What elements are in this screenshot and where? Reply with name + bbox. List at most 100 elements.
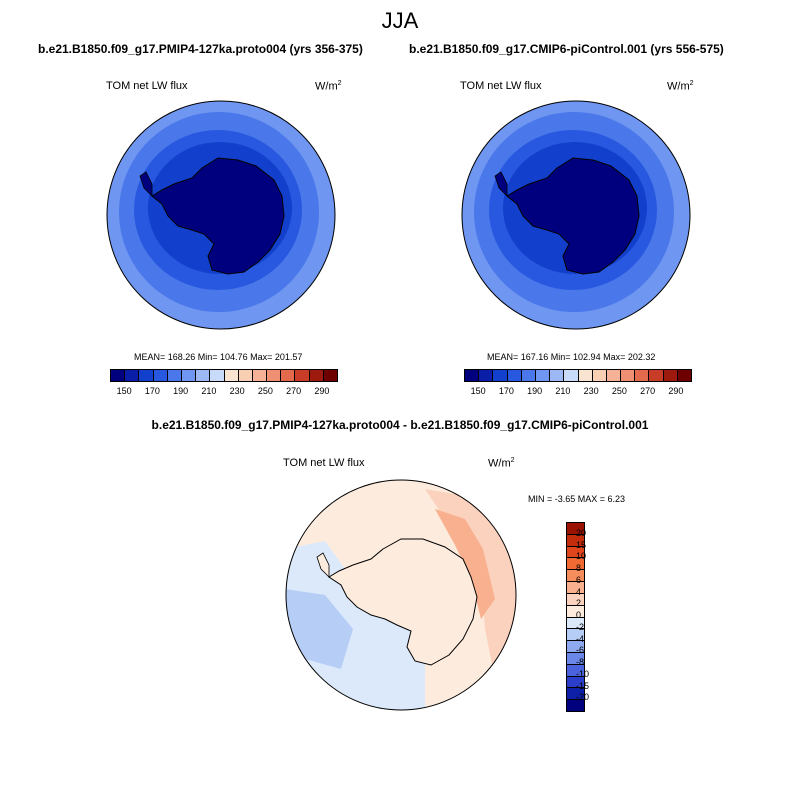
colorbar-tick-label: -8 — [576, 657, 585, 667]
colorbar-segment — [663, 370, 678, 381]
bottom-difference-polar-map — [285, 479, 517, 711]
colorbar-segment — [535, 370, 551, 381]
colorbar-tick-label: 20 — [576, 527, 587, 538]
colorbar-tick-label: 250 — [257, 386, 273, 396]
colorbar-segment — [567, 641, 584, 653]
colorbar-segment — [649, 370, 664, 381]
colorbar-segment — [295, 370, 310, 381]
top-left-colorbar — [110, 369, 338, 382]
colorbar-segment — [567, 523, 584, 535]
top-right-stats: MEAN= 167.16 Min= 102.94 Max= 202.32 — [487, 352, 656, 362]
colorbar-segment — [196, 370, 211, 381]
top-left-variable-label: TOM net LW flux — [106, 80, 188, 92]
colorbar-segment — [592, 370, 607, 381]
colorbar-segment — [567, 593, 584, 606]
colorbar-segment — [479, 370, 494, 381]
colorbar-segment — [238, 370, 253, 381]
colorbar-tick-label: -15 — [576, 680, 590, 691]
colorbar-segment — [567, 558, 584, 571]
colorbar-segment — [281, 370, 296, 381]
colorbar-segment — [567, 688, 584, 701]
colorbar-tick-label: 270 — [286, 386, 302, 396]
colorbar-segment — [309, 370, 324, 381]
colorbar-tick-label: 170 — [144, 386, 160, 396]
bottom-units-label: W/m2 — [488, 457, 515, 470]
colorbar-segment — [125, 370, 140, 381]
top-right-colorbar — [464, 369, 692, 382]
colorbar-segment — [111, 370, 126, 381]
colorbar-segment — [493, 370, 508, 381]
top-left-colorbar-ticks: 150 170 190 210 230 250 270 290 — [110, 386, 336, 398]
colorbar-segment — [153, 370, 168, 381]
figure-title: JJA — [381, 8, 419, 33]
colorbar-segment — [567, 676, 584, 689]
colorbar-tick-label: 290 — [668, 386, 684, 396]
colorbar-segment — [267, 370, 282, 381]
top-right-subtitle: b.e21.B1850.f09_g17.CMIP6-piControl.001 … — [409, 42, 724, 56]
colorbar-segment — [323, 370, 337, 381]
top-right-units-label: W/m2 — [667, 80, 694, 93]
colorbar-tick-label: 190 — [173, 386, 189, 396]
top-right-polar-map — [461, 100, 691, 330]
colorbar-tick-label: 190 — [527, 386, 543, 396]
colorbar-tick-label: 15 — [576, 539, 587, 550]
colorbar-segment — [564, 370, 579, 381]
colorbar-segment — [210, 370, 225, 381]
colorbar-segment — [567, 700, 584, 711]
colorbar-tick-label: 210 — [555, 386, 571, 396]
antarctic-peninsula — [316, 552, 330, 578]
colorbar-tick-label: 4 — [576, 586, 582, 597]
antarctic-peninsula — [139, 171, 153, 197]
bottom-vertical-colorbar — [566, 522, 585, 712]
colorbar-segment — [567, 617, 584, 630]
colorbar-tick-label: 150 — [116, 386, 132, 396]
colorbar-tick-label: 150 — [470, 386, 486, 396]
colorbar-segment — [550, 370, 565, 381]
colorbar-segment — [521, 370, 536, 381]
bottom-variable-label: TOM net LW flux — [283, 457, 365, 469]
colorbar-segment — [507, 370, 522, 381]
map-border — [461, 100, 691, 330]
bottom-stats: MIN = -3.65 MAX = 6.23 — [528, 494, 626, 504]
colorbar-segment — [465, 370, 480, 381]
antarctic-peninsula — [494, 171, 508, 197]
colorbar-segment — [677, 370, 691, 381]
colorbar-segment — [567, 546, 584, 559]
bottom-colorbar-ticks: 20 15 10 8 6 4 2 0 -2 -4 -6 -8 -10 -15 -20 — [576, 522, 620, 710]
colorbar-tick-label: 210 — [201, 386, 217, 396]
colorbar-tick-label: 2 — [576, 598, 582, 609]
colorbar-tick-label: 8 — [576, 563, 582, 573]
colorbar-segment — [567, 664, 584, 677]
colorbar-tick-label: -10 — [576, 668, 590, 679]
colorbar-tick-label: 230 — [583, 386, 599, 396]
colorbar-tick-label: 230 — [229, 386, 245, 396]
colorbar-segment — [567, 534, 584, 547]
diff-negative-region-west — [286, 541, 425, 710]
map-border — [285, 479, 517, 711]
diff-negative-region-sw — [286, 589, 353, 669]
top-left-stats: MEAN= 168.26 Min= 104.76 Max= 201.57 — [134, 352, 303, 362]
colorbar-segment — [224, 370, 239, 381]
colorbar-tick-label: 170 — [498, 386, 514, 396]
top-left-polar-map — [106, 100, 336, 330]
colorbar-tick-label: 270 — [640, 386, 656, 396]
bottom-subtitle: b.e21.B1850.f09_g17.PMIP4-127ka.proto004… — [151, 418, 649, 432]
top-left-units-label: W/m2 — [315, 80, 342, 93]
colorbar-tick-label: -2 — [576, 621, 585, 632]
colorbar-segment — [139, 370, 154, 381]
top-right-variable-label: TOM net LW flux — [460, 80, 542, 92]
colorbar-tick-label: -20 — [576, 692, 590, 703]
top-left-subtitle: b.e21.B1850.f09_g17.PMIP4-127ka.proto004… — [38, 42, 363, 56]
colorbar-segment — [567, 570, 584, 583]
colorbar-segment — [167, 370, 182, 381]
colorbar-tick-label: 250 — [611, 386, 627, 396]
colorbar-segment — [567, 582, 584, 594]
colorbar-segment — [181, 370, 197, 381]
colorbar-segment — [606, 370, 622, 381]
colorbar-segment — [567, 605, 584, 618]
diff-positive-region-east — [425, 489, 516, 679]
colorbar-segment — [578, 370, 593, 381]
map-border — [106, 100, 336, 330]
colorbar-tick-label: 0 — [576, 610, 582, 620]
colorbar-tick-label: 10 — [576, 551, 587, 562]
